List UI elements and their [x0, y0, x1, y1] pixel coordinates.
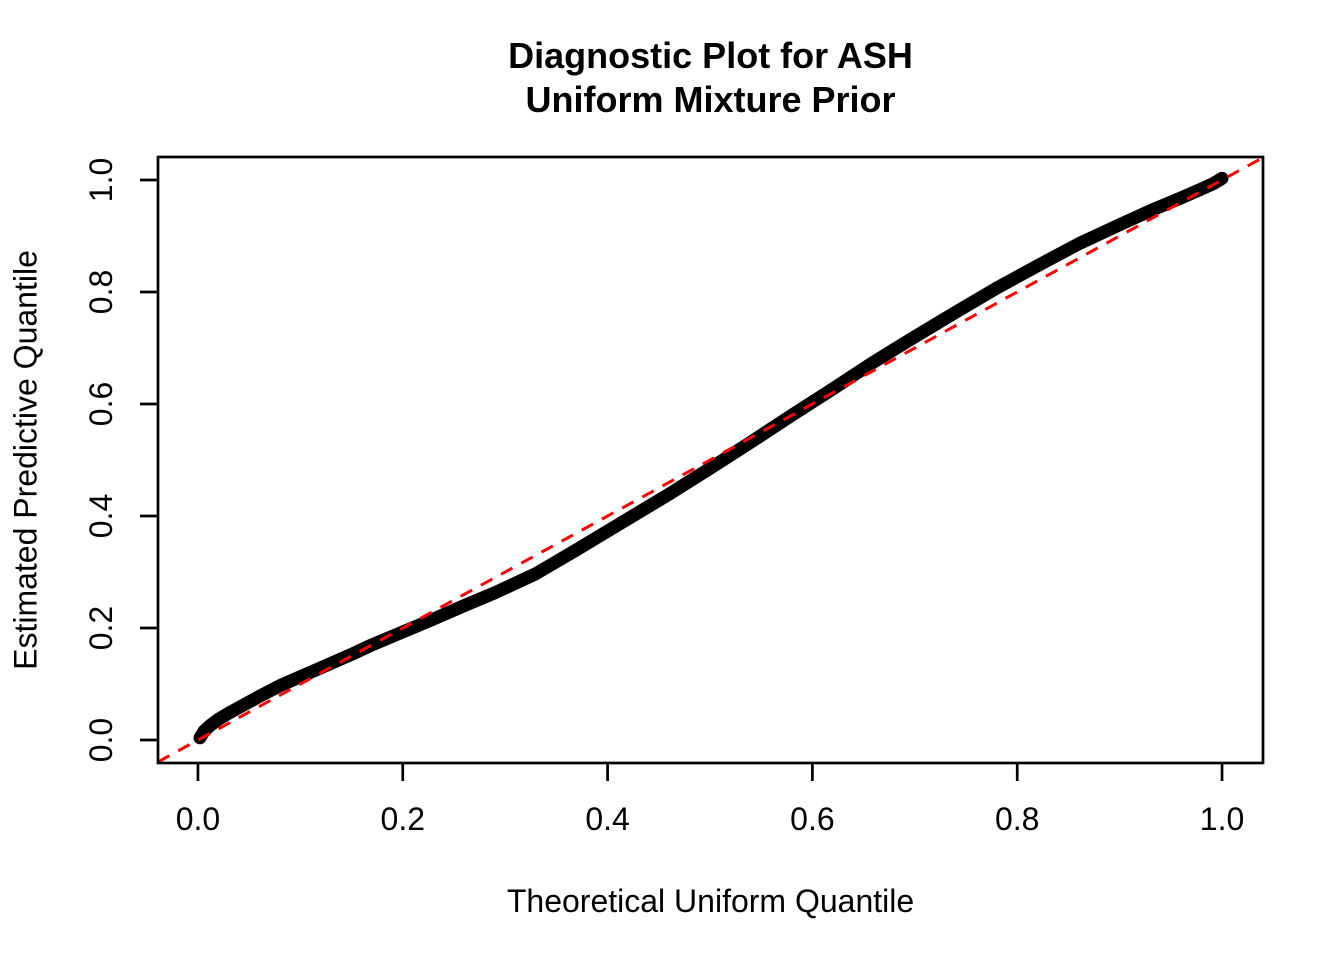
reference-dashed-line	[157, 156, 1264, 764]
y-tick-label: 0.0	[83, 718, 119, 762]
y-tick-label: 0.8	[83, 270, 119, 314]
y-tick-label: 0.4	[83, 494, 119, 538]
x-tick-label: 1.0	[1200, 801, 1244, 837]
x-tick-label: 0.8	[995, 801, 1039, 837]
x-tick-label: 0.2	[381, 801, 425, 837]
plot-box	[156, 155, 1265, 765]
plot-title-line2: Uniform Mixture Prior	[525, 79, 896, 120]
x-tick-label: 0.0	[176, 801, 220, 837]
y-tick-label: 1.0	[83, 158, 119, 202]
plot-title: Diagnostic Plot for ASH Uniform Mixture …	[158, 34, 1263, 122]
y-tick-label: 0.6	[83, 382, 119, 426]
x-axis-label: Theoretical Uniform Quantile	[506, 883, 915, 919]
x-tick-label: 0.4	[585, 801, 629, 837]
y-tick-label: 0.2	[83, 606, 119, 650]
plot-title-line1: Diagnostic Plot for ASH	[508, 35, 913, 76]
y-axis-label: Estimated Predictive Quantile	[7, 250, 44, 670]
x-tick-label: 0.6	[790, 801, 834, 837]
qq-points-curve	[193, 171, 1229, 745]
